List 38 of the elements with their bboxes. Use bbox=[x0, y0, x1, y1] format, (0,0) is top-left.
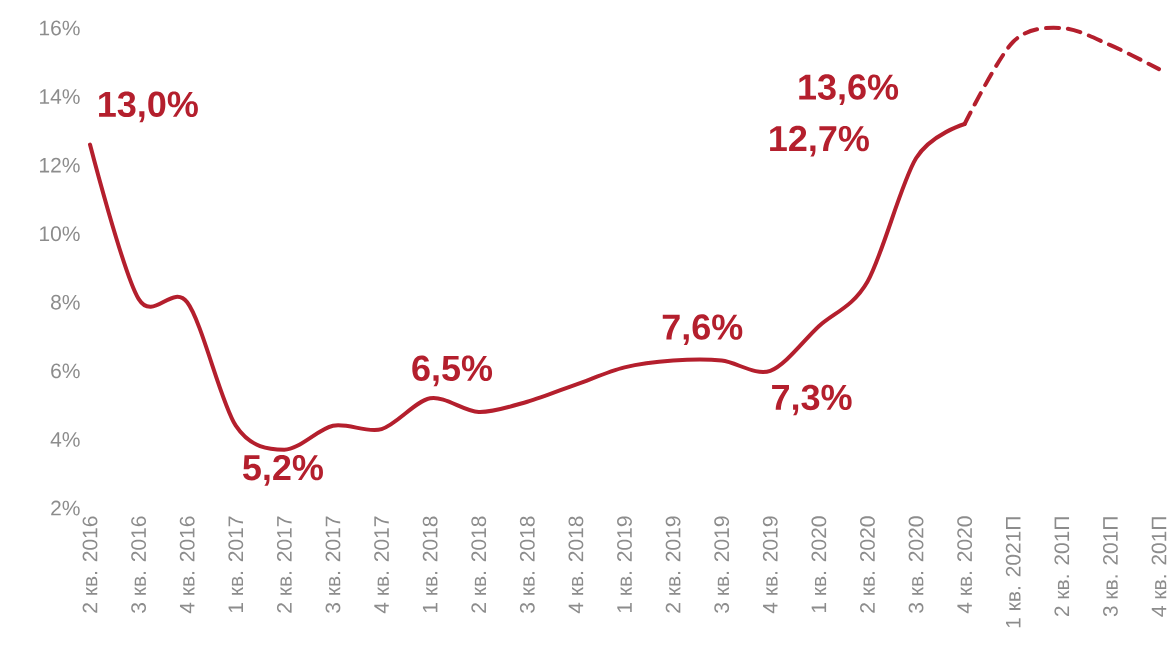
annotation: 13,0% bbox=[99, 91, 198, 123]
x-tick-label: 2 кв. 2016 bbox=[82, 516, 98, 613]
y-tick-label: 14% bbox=[40, 89, 80, 104]
x-tick-label: 3 кв. 201П bbox=[1102, 517, 1118, 617]
x-tick-label: 1 кв. 2018 bbox=[422, 516, 438, 613]
annotation: 6,5% bbox=[412, 355, 493, 387]
annotation: 13,6% bbox=[799, 74, 899, 106]
y-tick-label: 10% bbox=[40, 226, 80, 242]
x-tick-label: 2 кв. 2018 bbox=[471, 516, 487, 613]
annotation: 7,6% bbox=[662, 314, 743, 346]
x-tick-label: 3 кв. 2018 bbox=[519, 516, 535, 613]
y-tick-label: 4% bbox=[50, 432, 80, 447]
annotation: 5,2% bbox=[242, 454, 323, 486]
x-tick-label: 1 кв. 2017 bbox=[228, 516, 244, 613]
x-tick-label: 4 кв. 2017 bbox=[374, 516, 389, 614]
x-tick-label: 4 кв. 2019 bbox=[762, 516, 778, 614]
x-tick-label: 4 кв. 2016 bbox=[179, 516, 195, 614]
annotation: 12,7% bbox=[770, 125, 869, 157]
y-tick-label: 8% bbox=[51, 294, 80, 310]
x-tick-label: 3 кв. 2019 bbox=[714, 516, 730, 613]
y-tick-label: 16% bbox=[40, 20, 80, 36]
annotation: 7,3% bbox=[772, 384, 852, 416]
y-tick-label: 12% bbox=[40, 157, 80, 173]
x-tick-label: 4 кв. 201П bbox=[1151, 517, 1167, 617]
x-tick-label: 3 кв. 2016 bbox=[131, 516, 147, 613]
x-tick-label: 2 кв. 201П bbox=[1054, 517, 1070, 617]
x-tick-label: 3 кв. 2017 bbox=[325, 516, 341, 613]
x-tick-label: 1 кв. 2021П bbox=[1005, 517, 1021, 628]
y-tick-label: 6% bbox=[51, 363, 80, 379]
x-tick-label: 3 кв. 2020 bbox=[908, 516, 924, 613]
x-tick-label: 1 кв. 2020 bbox=[811, 516, 827, 613]
x-tick-label: 1 кв. 2019 bbox=[617, 516, 632, 613]
x-tick-label: 2 кв. 2020 bbox=[860, 516, 875, 613]
y-tick-label: 2% bbox=[51, 500, 80, 516]
x-tick-label: 4 кв. 2018 bbox=[568, 516, 584, 614]
x-tick-label: 2 кв. 2017 bbox=[276, 516, 292, 613]
x-tick-label: 4 кв. 2020 bbox=[957, 516, 973, 614]
x-tick-label: 2 кв. 2019 bbox=[665, 516, 681, 613]
